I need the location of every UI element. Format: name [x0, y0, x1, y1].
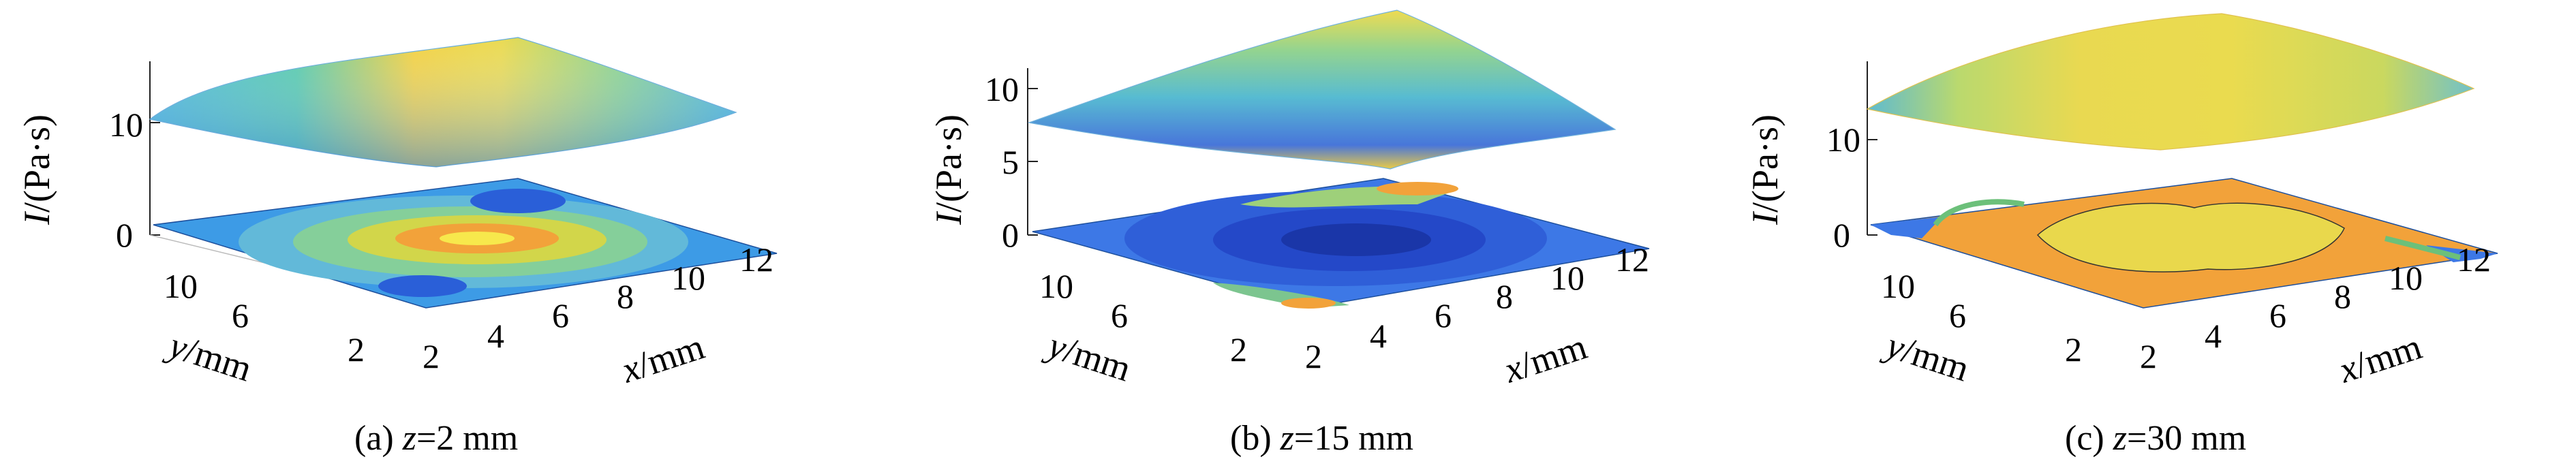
panel-c: 10 0 I/(Pa·s) 10 6 2 y/mm 2 4 6 8 10 12 …	[1717, 0, 2576, 467]
chart-b: 10 5 0 I/(Pa·s) 10 6 2 y/mm 2 4 6 8 10 1…	[928, 10, 1650, 458]
ztick-label: 10	[985, 70, 1019, 108]
xtick-label: 6	[2269, 296, 2286, 334]
xtick-label: 10	[671, 259, 705, 297]
z-axis	[1867, 61, 1877, 236]
surface-mesh	[1027, 10, 1616, 170]
xtick-label: 8	[1496, 277, 1513, 315]
contour-floor	[153, 178, 778, 309]
xtick-label: 12	[739, 240, 773, 279]
x-axis-label: x/mm	[1499, 326, 1591, 390]
panel-caption: (a) z=2 mm	[354, 419, 518, 458]
ztick-label: 0	[1833, 216, 1850, 254]
x-axis-label: x/mm	[616, 326, 709, 390]
xtick-label: 2	[423, 337, 440, 375]
xtick-label: 4	[1370, 317, 1387, 355]
contour-floor	[1870, 178, 2498, 309]
panel-caption: (b) z=15 mm	[1230, 419, 1413, 458]
ztick-label: 10	[109, 106, 143, 144]
ytick-label: 6	[1111, 296, 1128, 334]
xtick-label: 10	[2389, 259, 2423, 297]
xtick-label: 12	[2457, 240, 2491, 279]
y-axis-label: y/mm	[1041, 324, 1136, 390]
panel-caption: (c) z=30 mm	[2065, 419, 2246, 458]
xtick-label: 10	[1550, 259, 1584, 297]
x-axis-label: x/mm	[2333, 326, 2426, 390]
ztick-label: 0	[116, 216, 133, 254]
ytick-label: 10	[1881, 267, 1915, 305]
z-axis-label: I/(Pa·s)	[928, 114, 969, 225]
contour-floor	[1032, 178, 1650, 309]
xtick-label: 2	[1305, 337, 1322, 375]
ytick-label: 2	[348, 330, 365, 369]
xtick-label: 4	[487, 317, 504, 355]
xtick-label: 6	[552, 296, 569, 334]
xtick-label: 6	[1435, 296, 1452, 334]
ytick-label: 2	[2065, 330, 2082, 369]
xtick-label: 8	[617, 277, 634, 315]
ztick-label: 5	[1002, 143, 1019, 181]
chart-c: 10 0 I/(Pa·s) 10 6 2 y/mm 2 4 6 8 10 12 …	[1745, 13, 2498, 458]
ztick-label: 10	[1826, 121, 1860, 159]
z-axis	[1027, 68, 1038, 236]
ytick-label: 10	[164, 267, 198, 305]
xtick-label: 12	[1615, 240, 1649, 279]
xtick-label: 2	[2140, 337, 2157, 375]
panel-b: 10 5 0 I/(Pa·s) 10 6 2 y/mm 2 4 6 8 10 1…	[859, 0, 1717, 467]
z-axis-label: I/(Pa·s)	[1745, 114, 1785, 225]
xtick-label: 8	[2334, 277, 2351, 315]
z-axis-label: I/(Pa·s)	[16, 114, 57, 225]
ytick-label: 2	[1230, 330, 1247, 369]
ytick-label: 6	[232, 296, 249, 334]
surface-mesh	[1866, 13, 2475, 151]
ztick-label: 0	[1002, 216, 1019, 254]
xtick-label: 4	[2205, 317, 2222, 355]
panel-a: 10 0 I/(Pa·s) 10 6 2 y/mm 2 4 6 8 10 12 …	[0, 0, 859, 467]
ytick-label: 10	[1039, 267, 1073, 305]
ytick-label: 6	[1949, 296, 1966, 334]
chart-a: 10 0 I/(Pa·s) 10 6 2 y/mm 2 4 6 8 10 12 …	[16, 37, 778, 458]
